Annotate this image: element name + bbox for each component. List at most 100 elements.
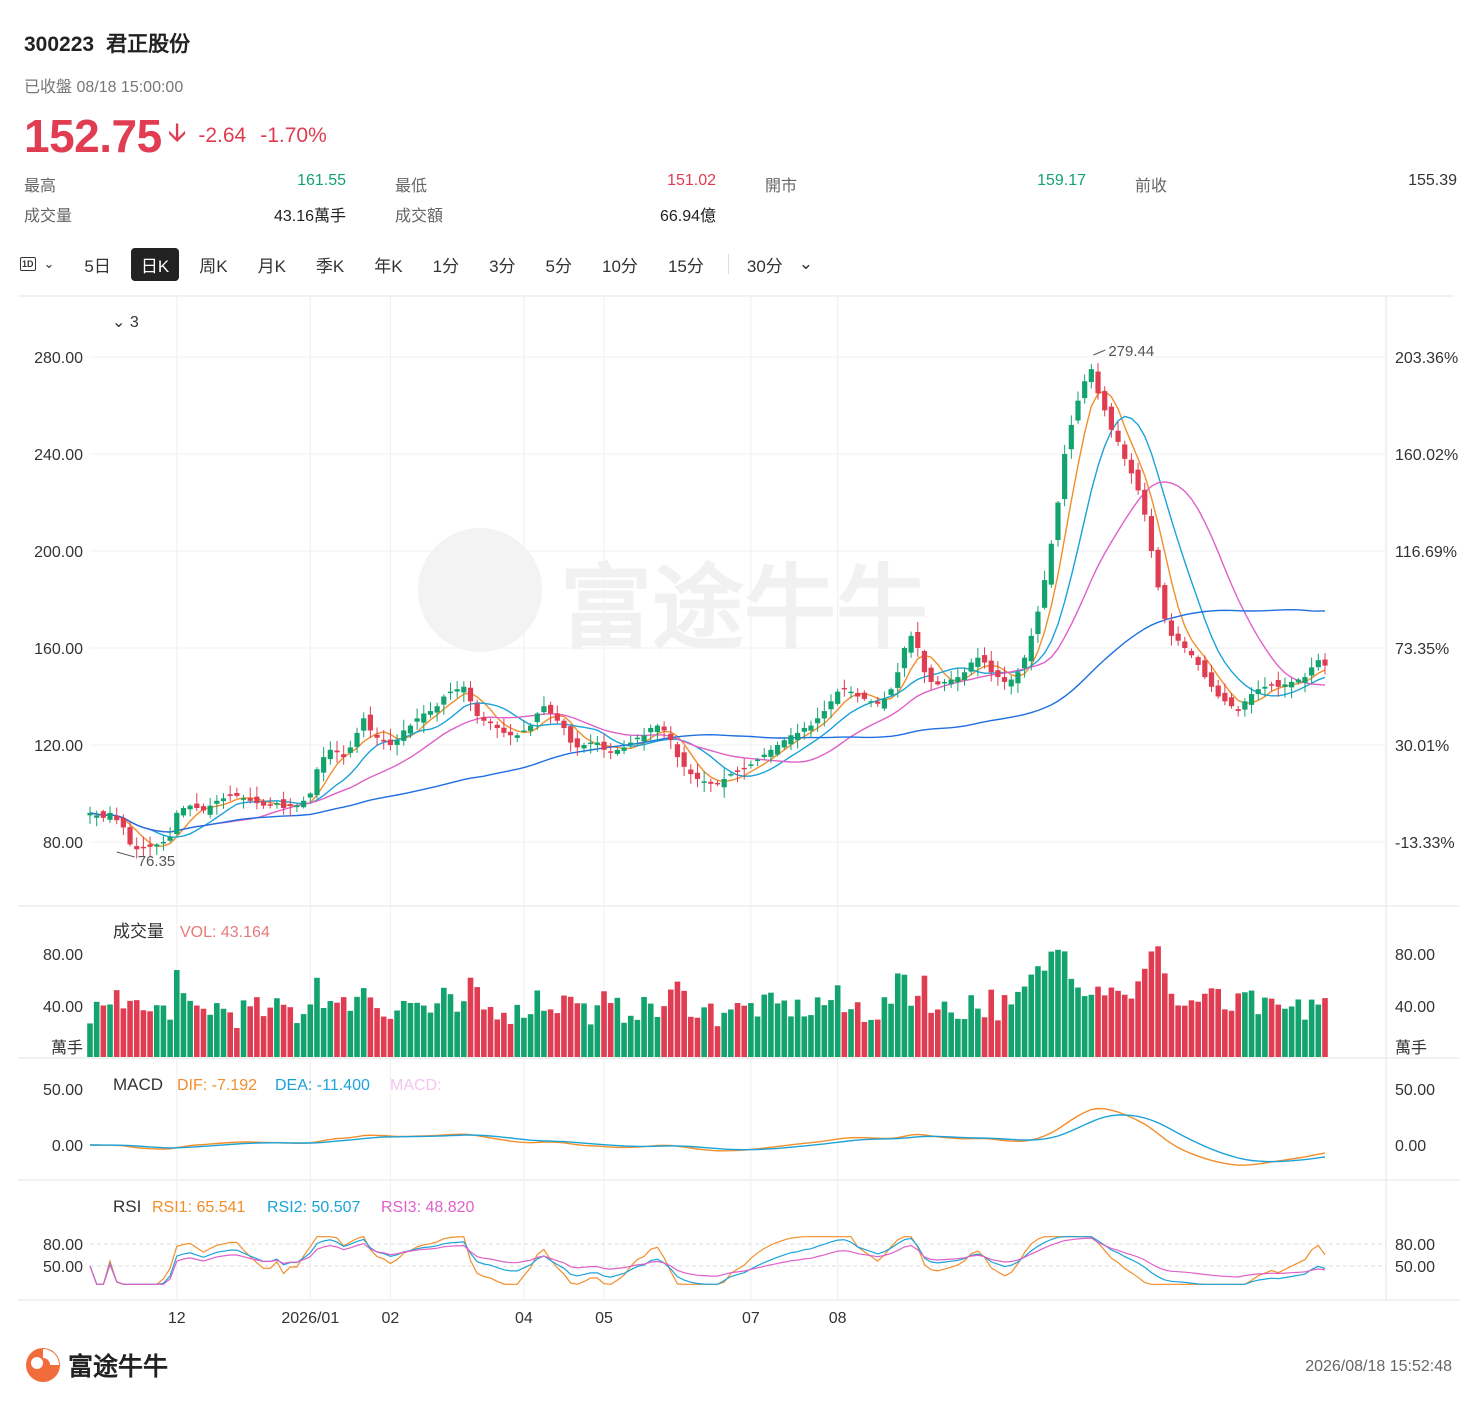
volume-bar xyxy=(1275,1004,1282,1057)
candle-body xyxy=(888,689,894,695)
market-status: 已收盤 08/18 15:00:00 xyxy=(24,79,184,96)
volume-bar xyxy=(427,1012,434,1057)
volume-bar xyxy=(167,1019,173,1057)
candle-body xyxy=(254,796,260,804)
volume-bar xyxy=(314,977,320,1057)
candle-body xyxy=(754,759,761,762)
candle-body xyxy=(1215,685,1221,697)
candle-body xyxy=(788,735,794,745)
candle-body xyxy=(160,842,167,844)
period-tab[interactable]: 日K xyxy=(130,247,180,281)
period-tab[interactable]: 5日 xyxy=(84,256,111,276)
calendar-icon: 1D xyxy=(20,257,36,271)
price-tick-label: 80.00 xyxy=(43,835,83,852)
intraday-button[interactable]: 1D ⌄ xyxy=(20,252,64,276)
period-tab[interactable]: 5分 xyxy=(545,256,573,276)
candle-body xyxy=(334,750,340,753)
candle-body xyxy=(621,747,627,751)
candle-body xyxy=(601,741,607,750)
volume-bar xyxy=(467,977,474,1057)
volume-bar xyxy=(441,987,447,1057)
volume-bar xyxy=(447,994,454,1057)
candle-body xyxy=(347,747,353,753)
candle-body xyxy=(968,662,974,672)
volume-bar xyxy=(1008,1004,1015,1057)
candle-body xyxy=(1008,679,1014,687)
pct-tick-label: 30.01% xyxy=(1395,738,1449,755)
ma-toggle-button[interactable]: ⌄ 3 xyxy=(112,314,139,331)
candle-body xyxy=(1048,543,1054,585)
period-tab[interactable]: 10分 xyxy=(602,256,638,276)
candle-body xyxy=(935,681,941,685)
candle-body xyxy=(214,800,220,804)
price-change: -2.64 xyxy=(198,124,247,147)
volume-bar xyxy=(420,1005,427,1057)
candle-body xyxy=(1162,585,1168,619)
volume-bar xyxy=(173,970,180,1057)
arrow-down-icon: 🡫 xyxy=(167,117,187,147)
candle-body xyxy=(708,781,714,784)
volume-bar xyxy=(1188,1000,1195,1057)
period-tab[interactable]: 月K xyxy=(257,256,286,276)
period-tab[interactable]: 1分 xyxy=(432,256,460,276)
candle-body xyxy=(634,737,641,740)
vol-unit-label-right: 萬手 xyxy=(1395,1039,1427,1057)
period-tab[interactable]: 年K xyxy=(374,256,403,276)
candle-body xyxy=(127,827,133,845)
high-marker xyxy=(1093,349,1106,356)
stock-chart[interactable]: 280.00240.00200.00160.00120.0080.00203.3… xyxy=(0,290,1478,1340)
candle-body xyxy=(487,721,494,724)
candle-body xyxy=(187,805,193,810)
volume-bar xyxy=(541,1010,547,1057)
volume-bar xyxy=(547,1009,554,1057)
volume-bar xyxy=(494,1019,501,1057)
volume-bar xyxy=(367,997,374,1057)
volume-bar xyxy=(320,1008,327,1057)
volume-bar xyxy=(894,973,901,1057)
candle-body xyxy=(287,804,293,806)
candle-body xyxy=(1042,580,1048,608)
vol-tick-label: 40.00 xyxy=(43,999,83,1016)
candle-body xyxy=(234,792,240,796)
candle-body xyxy=(1195,657,1201,665)
ma60-line xyxy=(89,608,1326,833)
candle-body xyxy=(568,726,574,743)
candle-body xyxy=(828,701,834,710)
candle-body xyxy=(134,846,140,850)
candle-body xyxy=(835,691,841,704)
time-tick-label: 2026/01 xyxy=(281,1310,339,1327)
volume-bar xyxy=(641,996,647,1057)
period-tab[interactable]: 15分 xyxy=(667,256,704,276)
volume-bar xyxy=(287,1007,294,1057)
candle-body xyxy=(648,728,654,733)
candle-body xyxy=(260,801,267,806)
volume-bar xyxy=(981,1017,988,1057)
candle-body xyxy=(548,704,554,714)
candle-body xyxy=(1142,489,1148,515)
candle-body xyxy=(1282,684,1288,687)
price-tick-label: 280.00 xyxy=(34,350,83,367)
volume-bar xyxy=(1242,992,1248,1057)
pct-tick-label: -13.33% xyxy=(1395,835,1455,852)
volume-bar xyxy=(874,1019,881,1057)
volume-bar xyxy=(1315,1004,1322,1057)
candle-body xyxy=(1182,641,1188,648)
candle-body xyxy=(114,815,120,821)
candle-body xyxy=(801,728,807,732)
volume-bar xyxy=(1255,1014,1262,1057)
period-tab[interactable]: 30分 xyxy=(746,256,783,276)
volume-bar xyxy=(434,1003,440,1057)
chevron-down-icon: ⌄ xyxy=(43,256,55,271)
price-tick-label: 160.00 xyxy=(34,641,83,658)
volume-bar xyxy=(914,995,921,1057)
volume-bar xyxy=(1141,968,1148,1057)
period-tab[interactable]: 3分 xyxy=(489,256,516,276)
candle-body xyxy=(1115,430,1121,442)
period-tab[interactable]: 季K xyxy=(315,256,345,276)
volume-bar xyxy=(574,1003,581,1057)
price-row: 152.75 🡫 -2.64 -1.70% xyxy=(24,108,341,164)
macd-label: MACD xyxy=(113,1075,163,1094)
candle-body xyxy=(594,742,600,745)
period-tab[interactable]: 周K xyxy=(199,256,228,276)
candle-body xyxy=(1068,424,1074,450)
